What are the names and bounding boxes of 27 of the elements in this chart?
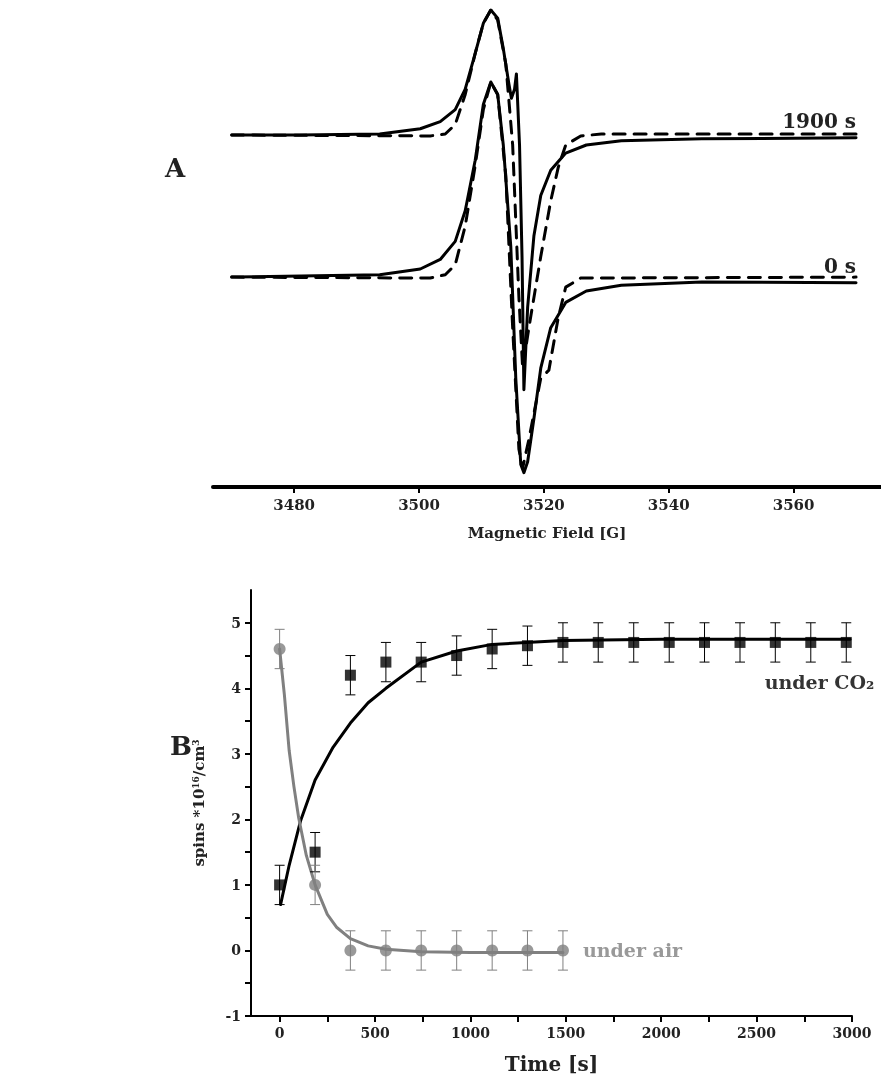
series-label: under air — [582, 939, 684, 962]
x-tick-label: 3480 — [273, 495, 316, 514]
y-tick-label: 4 — [231, 680, 242, 697]
y-tick-label: 0 — [231, 942, 242, 959]
x-tick-label: 1000 — [450, 1025, 491, 1041]
x-tick-label: 3500 — [398, 495, 440, 514]
y-tick-label: 1 — [231, 876, 241, 893]
series-label: under CO₂ — [764, 671, 875, 694]
text: B — [170, 731, 192, 761]
y-tick-label: -1 — [225, 1008, 241, 1024]
x-tick-label: 1500 — [546, 1025, 586, 1041]
y-tick-label: 2 — [231, 811, 241, 828]
x-tick-label: 500 — [360, 1025, 390, 1041]
y-tick-label: 5 — [231, 614, 241, 631]
series-label: 1900 s — [782, 108, 857, 133]
x-tick-label: 3520 — [523, 495, 565, 514]
text: A — [164, 153, 186, 183]
x-tick-label: 2000 — [641, 1025, 681, 1041]
x-tick-label: 2500 — [737, 1025, 777, 1041]
series-label: 0 s — [823, 253, 857, 278]
x-tick-label: 0 — [274, 1025, 285, 1041]
x-tick-label: 3000 — [832, 1025, 872, 1041]
x-tick-label: 3560 — [772, 495, 815, 514]
x-axis-title: Magnetic Field [G] — [467, 523, 627, 542]
x-tick-label: 3540 — [647, 495, 690, 514]
y-tick-label: 3 — [231, 745, 241, 762]
x-axis-title: Time [s] — [504, 1052, 599, 1076]
